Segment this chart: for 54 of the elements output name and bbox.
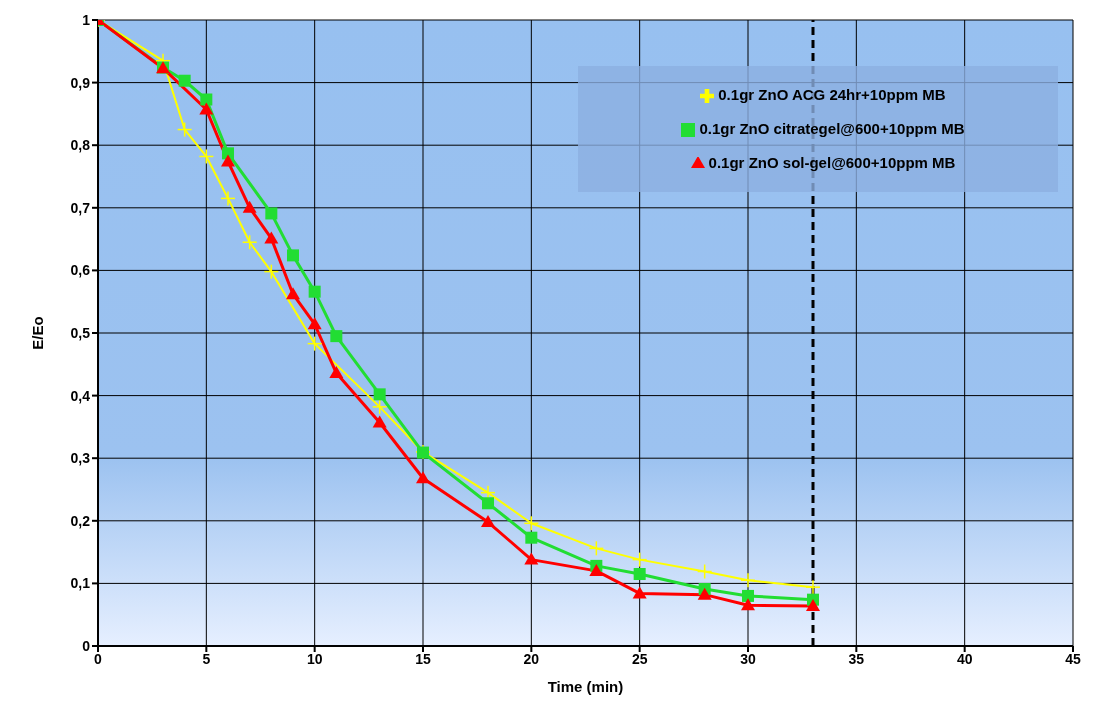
y-tick-label: 0,8	[70, 137, 91, 154]
x-tick-label: 35	[848, 650, 865, 667]
x-tick-label: 0	[94, 650, 103, 667]
point	[308, 285, 321, 298]
point	[742, 589, 754, 602]
point	[221, 154, 235, 167]
point	[330, 330, 343, 343]
point	[589, 563, 604, 576]
y-tick-label: 0,7	[70, 199, 91, 216]
y-axis-title: E/Eo	[29, 316, 47, 350]
legend-label: 0.1gr ZnO ACG 24hr+10ppm MB	[718, 86, 946, 103]
point	[372, 415, 387, 428]
y-tick-label: 0,2	[70, 512, 91, 529]
point	[697, 587, 712, 600]
x-tick-label: 45	[1065, 650, 1081, 667]
point	[806, 598, 820, 611]
x-tick-label: 15	[415, 650, 431, 667]
y-tick-label: 0,5	[70, 324, 91, 341]
x-tick-label: 30	[740, 650, 756, 667]
y-tick-label: 0,6	[70, 262, 91, 279]
y-tick-label: 0,3	[70, 450, 91, 467]
point	[482, 497, 494, 510]
point	[329, 366, 344, 379]
y-tick-label: 0,4	[70, 387, 91, 404]
point	[199, 102, 214, 115]
x-tick-label: 5	[202, 650, 211, 667]
x-axis-title: Time (min)	[547, 678, 624, 695]
x-tick-label: 20	[523, 650, 540, 667]
point	[373, 388, 386, 401]
point	[481, 515, 495, 528]
x-tick-label: 10	[306, 650, 323, 667]
y-tick-label: 0	[82, 637, 91, 654]
point	[632, 586, 647, 599]
y-tick-label: 0,9	[70, 74, 91, 91]
point	[222, 147, 234, 160]
point	[307, 317, 322, 330]
point	[264, 231, 279, 244]
point	[178, 74, 191, 87]
y-tick-label: 0,1	[70, 575, 91, 592]
y-tick-label: 1	[82, 11, 91, 28]
point	[741, 598, 755, 611]
point	[200, 93, 213, 106]
point	[524, 552, 539, 565]
point	[242, 200, 257, 213]
point	[265, 207, 278, 220]
x-tick-label: 25	[631, 650, 648, 667]
legend-label: 0.1gr ZnO citrategel@600+10ppm MB	[699, 120, 965, 137]
point	[286, 287, 300, 300]
point	[287, 249, 299, 262]
legend-label: 0.1gr ZnO sol-gel@600+10ppm MB	[708, 154, 956, 171]
point	[525, 531, 538, 544]
point	[416, 471, 430, 484]
x-tick-label: 40	[956, 650, 973, 667]
point	[633, 568, 646, 581]
